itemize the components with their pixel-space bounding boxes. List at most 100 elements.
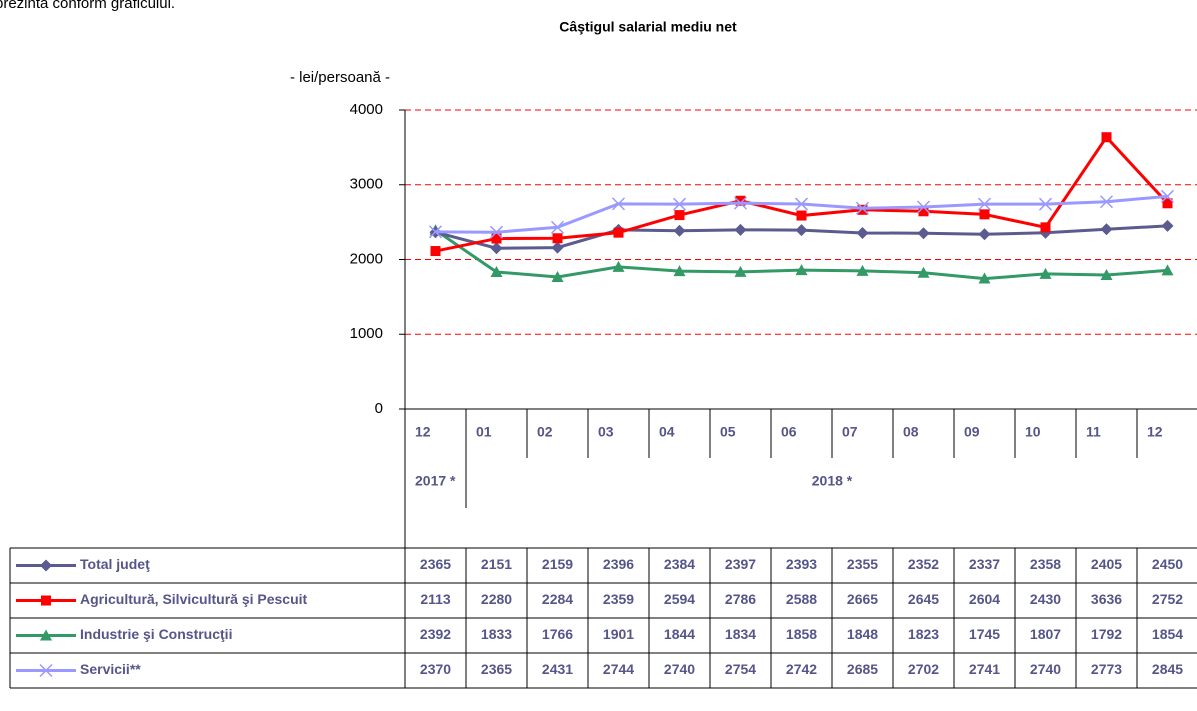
point-marker [1160, 189, 1175, 203]
table-value: 1844 [664, 626, 695, 642]
x-tick-label: 07 [842, 424, 858, 440]
table-value: 2358 [1030, 556, 1061, 572]
table-value: 2393 [786, 556, 817, 572]
point-marker [979, 209, 990, 220]
table-value: 2740 [664, 661, 695, 677]
table-value: 2752 [1152, 591, 1183, 607]
table-value: 2786 [725, 591, 756, 607]
legend-label: Industrie şi Construcţii [80, 626, 232, 642]
x-tick-label: 06 [781, 424, 797, 440]
point-marker [917, 227, 930, 240]
point-marker [428, 225, 443, 239]
table-value: 2359 [603, 591, 634, 607]
point-marker [978, 228, 991, 241]
table-value: 2702 [908, 661, 939, 677]
x-tick-label: 03 [598, 424, 614, 440]
table-value: 1745 [969, 626, 1000, 642]
point-marker [735, 195, 746, 206]
point-marker [489, 225, 504, 239]
table-value: 2337 [969, 556, 1000, 572]
point-marker [40, 559, 52, 572]
x-tick-label: 11 [1086, 424, 1101, 440]
point-marker [611, 197, 626, 211]
table-value: 2405 [1091, 556, 1122, 572]
y-tick-label: 0 [375, 400, 383, 417]
year-label: 2018 * [812, 473, 853, 489]
x-tick-label: 09 [964, 424, 980, 440]
y-axis-label: - lei/persoană - [290, 69, 390, 86]
table-value: 1833 [481, 626, 512, 642]
table-value: 1766 [542, 626, 573, 642]
table-value: 2773 [1091, 661, 1122, 677]
x-tick-label: 02 [537, 424, 553, 440]
point-marker [918, 206, 929, 217]
table-value: 2365 [481, 661, 512, 677]
point-marker [1038, 197, 1053, 211]
table-value: 2740 [1030, 661, 1061, 677]
point-marker [1161, 219, 1174, 232]
table-value: 2665 [847, 591, 878, 607]
point-marker [41, 595, 51, 606]
point-marker [551, 270, 564, 282]
point-marker [733, 196, 748, 210]
point-marker [1040, 222, 1051, 233]
point-marker [1100, 269, 1113, 281]
table-value: 1858 [786, 626, 817, 642]
table-value: 2742 [786, 661, 817, 677]
point-marker [1101, 132, 1112, 143]
y-tick-label: 4000 [350, 101, 383, 118]
y-tick-label: 1000 [350, 325, 383, 342]
point-marker [39, 663, 53, 678]
table-value: 2741 [969, 661, 1000, 677]
point-marker [551, 241, 564, 254]
point-marker [613, 227, 624, 238]
point-marker [795, 224, 808, 237]
table-value: 2151 [481, 556, 512, 572]
point-marker [490, 242, 503, 255]
table-value: 1807 [1030, 626, 1061, 642]
table-value: 1792 [1091, 626, 1122, 642]
point-marker [672, 197, 687, 211]
point-marker [40, 629, 52, 641]
table-value: 2845 [1152, 661, 1183, 677]
point-marker [978, 272, 991, 284]
point-marker [1162, 198, 1173, 209]
point-marker [977, 197, 992, 211]
point-marker [734, 265, 747, 277]
table-value: 2645 [908, 591, 939, 607]
x-tick-label: 10 [1025, 424, 1041, 440]
table-value: 2370 [420, 661, 451, 677]
table-value: 1901 [603, 626, 634, 642]
x-tick-label: 01 [476, 424, 492, 440]
point-marker [673, 224, 686, 237]
table-value: 2744 [603, 661, 634, 677]
y-tick-label: 3000 [350, 176, 383, 193]
table-value: 2450 [1152, 556, 1183, 572]
table-value: 2284 [542, 591, 573, 607]
table-value: 2113 [420, 591, 451, 607]
point-marker [1039, 267, 1052, 279]
table-value: 2365 [420, 556, 451, 572]
point-marker [1161, 264, 1174, 276]
table-value: 1848 [847, 626, 878, 642]
point-marker [734, 223, 747, 236]
point-marker [550, 220, 565, 234]
table-value: 1823 [908, 626, 939, 642]
point-marker [430, 246, 441, 257]
year-label: 2017 * [415, 473, 456, 489]
x-tick-label: 12 [1147, 424, 1163, 440]
point-marker [491, 233, 502, 244]
table-value: 2604 [969, 591, 1000, 607]
point-marker [490, 265, 503, 277]
table-value: 3636 [1091, 591, 1122, 607]
point-marker [856, 226, 869, 239]
table-value: 2431 [542, 661, 573, 677]
point-marker [1100, 223, 1113, 236]
table-value: 2280 [481, 591, 512, 607]
legend-label: Agricultură, Silvicultură şi Pescuit [80, 591, 308, 607]
intro-text: prezintă conform graficului. [0, 0, 175, 12]
legend-label: Total judeţ [80, 556, 150, 572]
table-value: 2392 [420, 626, 451, 642]
table-value: 2352 [908, 556, 939, 572]
